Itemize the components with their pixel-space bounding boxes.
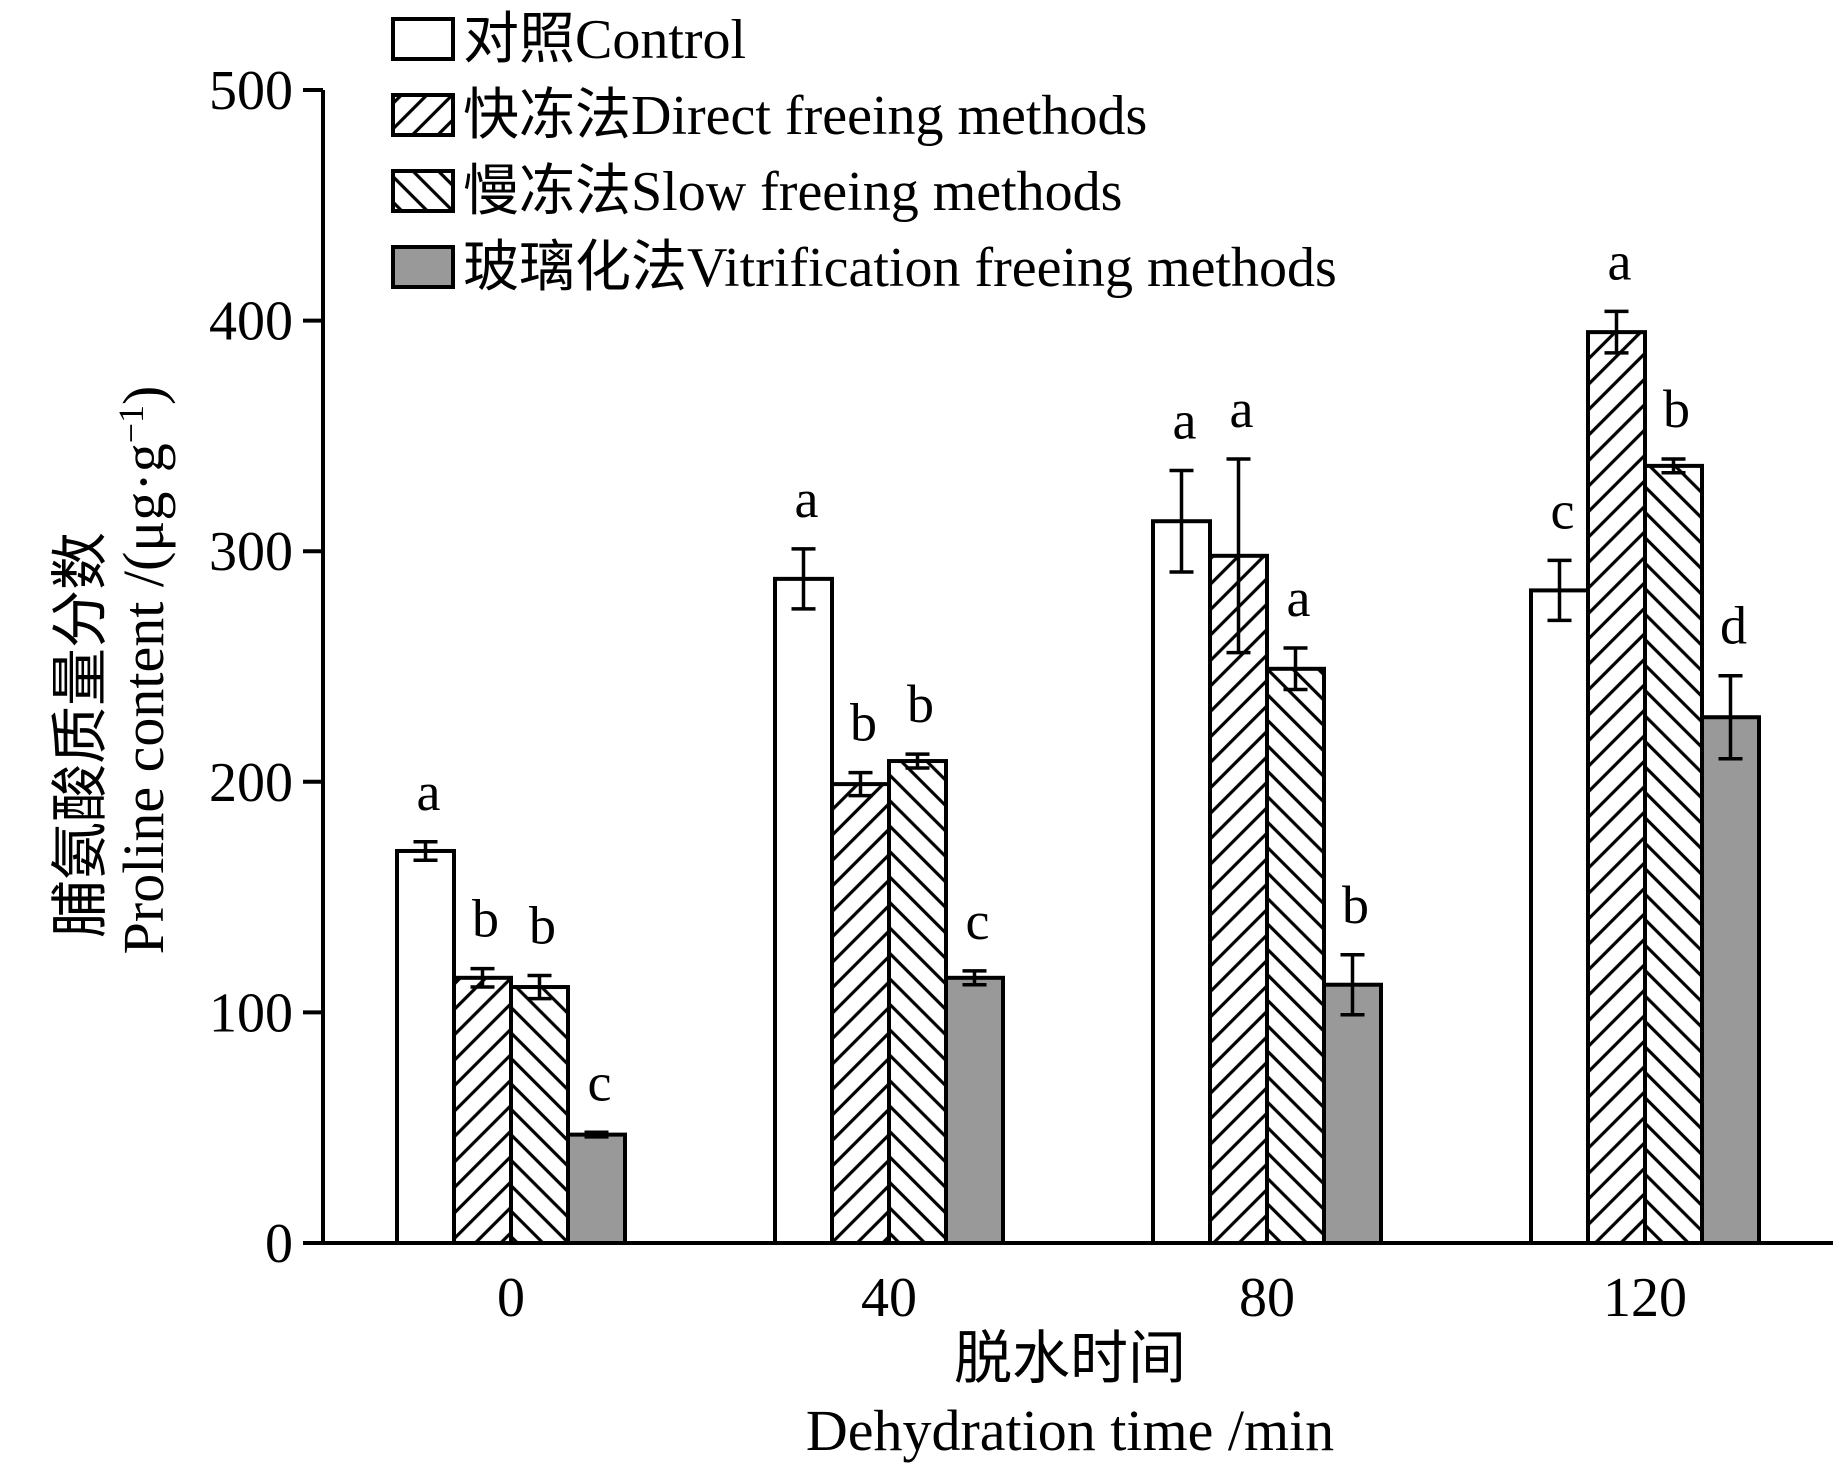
bar <box>1151 519 1212 1245</box>
significance-letter: a <box>1287 568 1311 628</box>
bar <box>1322 982 1383 1246</box>
x-tick-label: 120 <box>1603 1267 1687 1329</box>
x-axis-title-cn: 脱水时间 <box>954 1326 1186 1391</box>
bar <box>1643 463 1704 1245</box>
significance-letter: b <box>850 693 877 753</box>
legend-swatch <box>391 17 455 61</box>
bar <box>1700 715 1761 1245</box>
legend-label: 对照Control <box>463 9 746 71</box>
y-tick-label: 0 <box>265 1213 293 1275</box>
significance-letter: a <box>795 469 819 529</box>
significance-letter: a <box>1230 379 1254 439</box>
x-tick-label: 40 <box>861 1267 917 1329</box>
bar <box>887 759 948 1246</box>
bar <box>773 576 834 1245</box>
error-bar <box>527 973 552 1001</box>
significance-letter: d <box>1720 596 1747 656</box>
significance-letter: c <box>966 891 990 951</box>
y-tick-label: 400 <box>209 291 293 353</box>
bar <box>395 848 456 1245</box>
error-bar <box>1340 953 1365 1017</box>
bar <box>452 975 513 1245</box>
legend-swatch <box>391 245 455 289</box>
error-bars <box>413 309 1743 1139</box>
bar <box>830 782 891 1246</box>
x-axis: 0 40 80 120 <box>323 1241 1833 1329</box>
error-bar <box>1169 468 1194 574</box>
legend-swatch <box>391 93 455 137</box>
error-bar <box>905 752 930 770</box>
bars <box>395 330 1761 1246</box>
bar <box>566 1132 627 1246</box>
legend-item: 慢冻法Slow freeing methods <box>391 161 1122 223</box>
error-bar <box>584 1130 609 1139</box>
error-bar <box>1661 457 1686 475</box>
y-axis: 0 100 200 300 400 500 <box>209 60 325 1275</box>
error-bar <box>1718 673 1743 761</box>
legend-item: 玻璃化法Vitrification freeing methods <box>391 237 1337 299</box>
bar <box>1529 588 1590 1245</box>
error-bar <box>962 969 987 987</box>
significance-letter: c <box>588 1052 612 1112</box>
error-bar <box>791 547 816 611</box>
significance-letter: a <box>417 762 441 822</box>
y-axis-title-en-main: Proline content /(μg·g <box>111 443 176 954</box>
y-tick-label: 500 <box>209 60 293 122</box>
bar <box>1265 666 1326 1245</box>
y-tick-label: 300 <box>209 521 293 583</box>
error-bar <box>413 840 438 862</box>
significance-letter: b <box>1342 875 1369 935</box>
bar <box>1586 330 1647 1245</box>
significance-letter: c <box>1551 480 1575 540</box>
significance-letter: a <box>1608 231 1632 291</box>
legend-label: 快冻法Direct freeing methods <box>463 85 1147 147</box>
y-axis-title-en: Proline content /(μg·g−1) <box>111 386 176 955</box>
error-bar <box>848 770 873 798</box>
y-tick-label: 200 <box>209 752 293 814</box>
x-tick-label: 0 <box>497 1267 525 1329</box>
legend: 对照Control 快冻法Direct freeing methods 慢冻法Slo… <box>391 9 1337 299</box>
significance-letter: a <box>1173 390 1197 450</box>
legend-item: 对照Control <box>391 9 746 71</box>
x-axis-title-en: Dehydration time /min <box>806 1398 1334 1463</box>
bar <box>509 985 570 1245</box>
error-bar <box>1226 457 1251 655</box>
error-bar <box>1283 646 1308 692</box>
y-tick-label: 100 <box>209 982 293 1044</box>
legend-swatch <box>391 169 455 213</box>
error-bar <box>1547 558 1572 623</box>
y-axis-title-en-close: ) <box>111 386 176 405</box>
legend-label: 慢冻法Slow freeing methods <box>463 161 1122 223</box>
error-bar <box>470 966 495 989</box>
significance-letter: b <box>529 896 556 956</box>
legend-label: 玻璃化法Vitrification freeing methods <box>463 237 1337 299</box>
legend-item: 快冻法Direct freeing methods <box>391 85 1147 147</box>
significance-letter: b <box>472 889 499 949</box>
y-axis-title-cn: 脯氨酸质量分数 <box>48 532 113 938</box>
error-bar <box>1604 309 1629 355</box>
significance-letter: b <box>1663 379 1690 439</box>
x-tick-label: 80 <box>1239 1267 1295 1329</box>
significance-letter: b <box>907 674 934 734</box>
bar <box>944 975 1005 1245</box>
bar <box>1208 553 1269 1245</box>
y-axis-title-en-sup: −1 <box>111 405 151 443</box>
